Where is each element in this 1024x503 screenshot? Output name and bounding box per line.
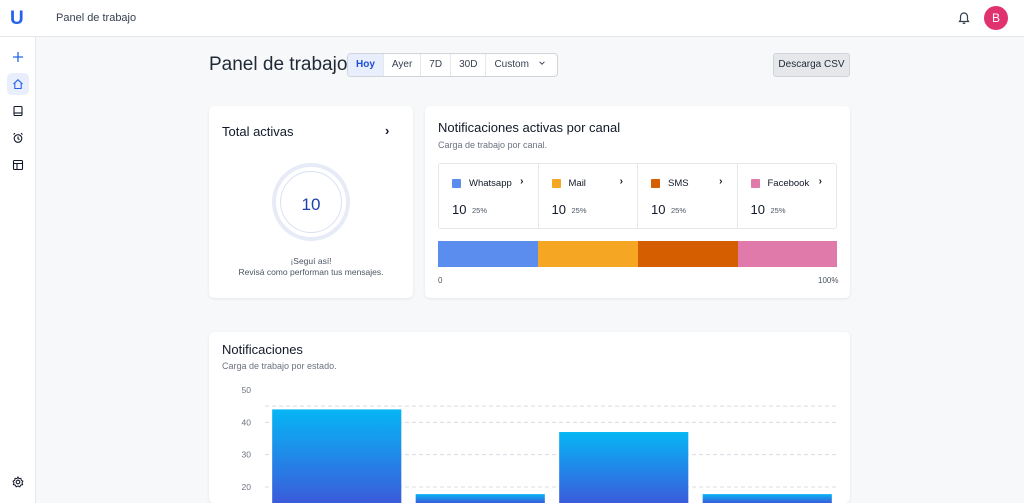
chevron-right-icon: › xyxy=(719,176,723,187)
channel-name: Whatsapp xyxy=(469,178,512,189)
channel-value: 10 xyxy=(551,202,566,217)
date-range-selector: Hoy Ayer 7D 30D Custom xyxy=(347,53,558,77)
range-today-button[interactable]: Hoy xyxy=(348,54,384,76)
encouragement-text: ¡Seguí así! xyxy=(290,256,332,266)
bar-4[interactable] xyxy=(702,494,832,503)
channel-percent: 25% xyxy=(671,206,687,215)
channel-value: 10 xyxy=(452,202,467,217)
y-tick-label: 20 xyxy=(242,482,252,492)
y-tick-label: 40 xyxy=(242,417,252,427)
channel-item-facebook[interactable]: Facebook › 10 25% xyxy=(738,164,837,228)
stack-segment-sms xyxy=(638,241,738,267)
download-csv-button[interactable]: Descarga CSV xyxy=(773,53,850,77)
channel-percent: 25% xyxy=(472,206,488,215)
channels-card: Notificaciones activas por canal Carga d… xyxy=(425,106,850,298)
encouragement-subtext: Revisá como performan tus mensajes. xyxy=(238,267,384,277)
stack-axis-end: 100% xyxy=(818,276,839,285)
facebook-swatch xyxy=(750,179,760,188)
inbox-icon xyxy=(13,105,23,117)
notifications-bell-icon[interactable] xyxy=(956,10,972,26)
chevron-right-icon: › xyxy=(520,176,524,187)
user-avatar[interactable]: B xyxy=(984,6,1008,30)
channels-subtitle: Carga de trabajo por canal. xyxy=(438,140,548,150)
channel-name: Mail xyxy=(568,178,586,189)
range-yesterday-button[interactable]: Ayer xyxy=(384,54,422,76)
channel-percent: 25% xyxy=(571,206,587,215)
sidebar-item-alerts[interactable] xyxy=(7,127,29,149)
alarm-icon xyxy=(13,132,23,143)
bar-3[interactable] xyxy=(559,432,689,503)
total-active-value: 10 xyxy=(301,195,321,214)
settings-icon xyxy=(12,476,24,488)
total-ring: 10 xyxy=(272,163,350,241)
channel-name: SMS xyxy=(668,178,689,189)
mail-swatch xyxy=(551,179,561,188)
total-active-card: Total activas › 10 ¡Seguí así! Revisá co… xyxy=(209,106,413,298)
range-custom-label: Custom xyxy=(494,59,529,70)
channel-list: Whatsapp › 10 25% Mail › 10 25% SMS › 10… xyxy=(438,163,837,229)
total-active-title: Total activas xyxy=(222,124,294,139)
sidebar xyxy=(0,37,36,503)
range-custom-dropdown[interactable]: Custom xyxy=(486,54,556,76)
y-tick-label: 30 xyxy=(242,450,252,460)
range-30d-button[interactable]: 30D xyxy=(451,54,487,76)
sms-swatch xyxy=(651,179,660,188)
channels-title: Notificaciones activas por canal xyxy=(438,120,621,135)
notifications-bar-chart: 50 40 30 20 xyxy=(242,385,839,503)
sidebar-item-settings[interactable] xyxy=(7,471,29,493)
channel-value: 10 xyxy=(750,202,765,217)
plus-icon xyxy=(13,52,23,62)
whatsapp-swatch xyxy=(452,179,461,188)
chevron-right-icon[interactable]: › xyxy=(385,123,390,138)
layout-icon xyxy=(12,159,24,171)
notifications-title: Notificaciones xyxy=(222,342,303,357)
chevron-right-icon: › xyxy=(619,176,623,187)
stack-segment-facebook xyxy=(738,241,837,267)
bar-1[interactable] xyxy=(272,409,402,503)
app-logo[interactable]: U xyxy=(10,8,24,29)
bar-2[interactable] xyxy=(415,494,545,503)
channel-percent: 25% xyxy=(770,206,786,215)
chevron-down-icon xyxy=(538,61,545,65)
notifications-subtitle: Carga de trabajo por estado. xyxy=(222,361,337,371)
sidebar-item-home[interactable] xyxy=(7,73,29,95)
notifications-card: Notificaciones Carga de trabajo por esta… xyxy=(209,332,850,503)
channel-item-whatsapp[interactable]: Whatsapp › 10 25% xyxy=(439,164,539,228)
y-tick-label: 50 xyxy=(242,385,252,395)
top-bar: U Panel de trabajo B xyxy=(0,0,1024,37)
sidebar-item-templates[interactable] xyxy=(7,154,29,176)
sidebar-item-inbox[interactable] xyxy=(7,100,29,122)
total-ring-inner xyxy=(280,171,342,233)
page-title: Panel de trabajo xyxy=(209,54,348,75)
channel-item-sms[interactable]: SMS › 10 25% xyxy=(638,164,738,228)
chevron-right-icon: › xyxy=(818,176,822,187)
channel-value: 10 xyxy=(651,202,666,217)
channel-item-mail[interactable]: Mail › 10 25% xyxy=(539,164,638,228)
create-button[interactable] xyxy=(7,46,29,68)
stack-axis-start: 0 xyxy=(438,276,443,285)
range-7d-button[interactable]: 7D xyxy=(421,54,452,76)
channel-name: Facebook xyxy=(767,178,810,189)
channel-stacked-bar xyxy=(438,241,837,267)
stack-segment-mail xyxy=(538,241,638,267)
breadcrumb-title: Panel de trabajo xyxy=(56,12,137,24)
stack-segment-whatsapp xyxy=(438,241,538,267)
home-icon xyxy=(13,79,23,90)
